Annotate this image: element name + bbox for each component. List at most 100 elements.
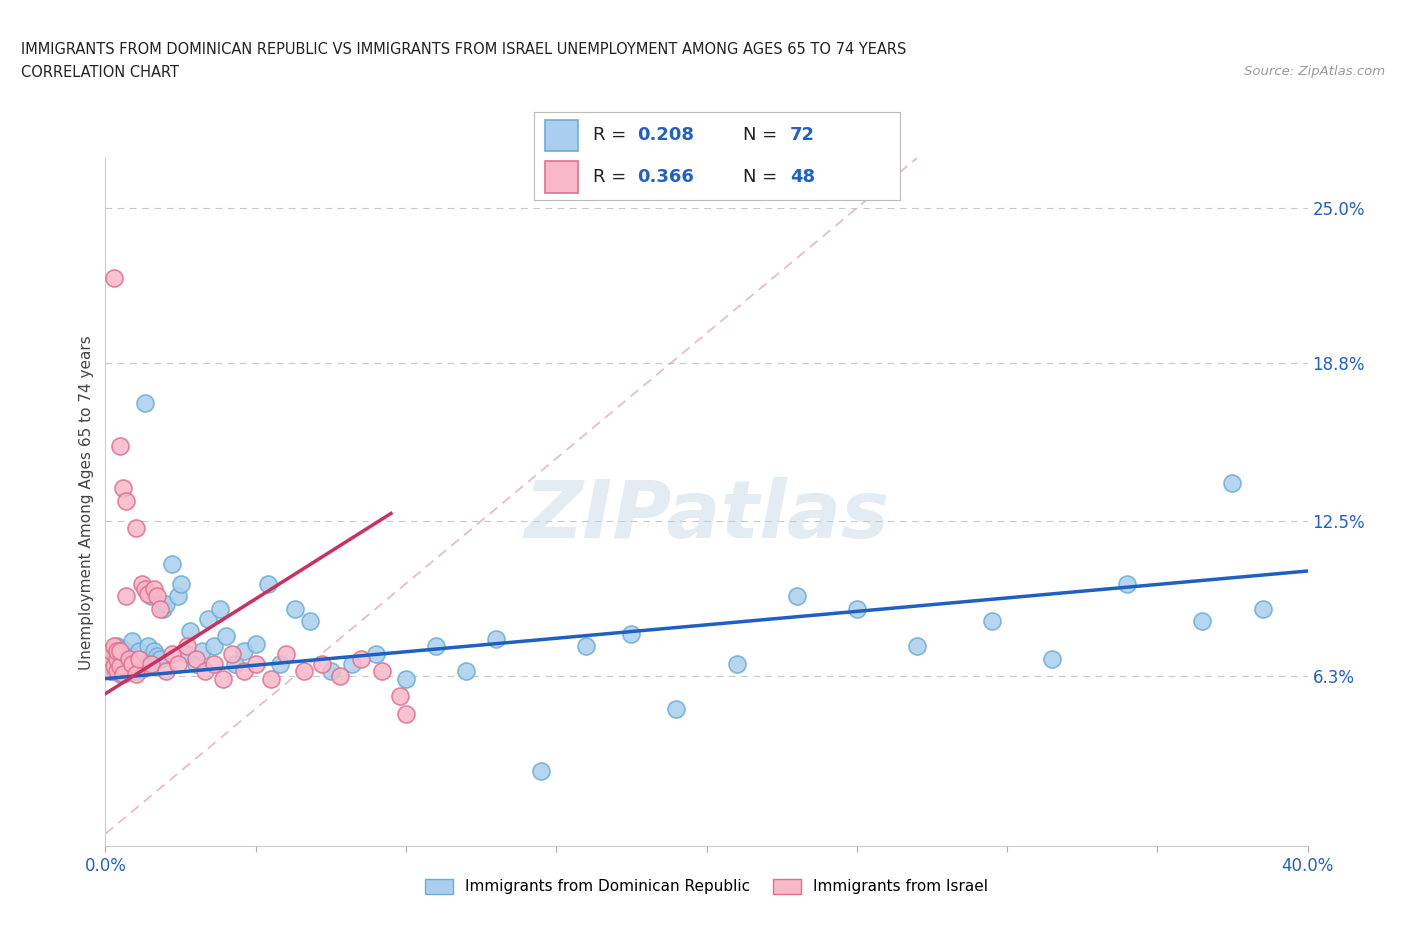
Point <box>1116 576 1139 591</box>
Point <box>190 644 212 658</box>
Point <box>292 664 315 679</box>
Point <box>454 664 477 679</box>
Point <box>179 624 201 639</box>
Point <box>1222 476 1244 491</box>
Point <box>340 657 363 671</box>
Point <box>107 644 129 658</box>
Point <box>134 581 156 596</box>
Point <box>107 658 129 673</box>
Point <box>160 556 183 571</box>
Point <box>665 701 688 716</box>
Point <box>425 639 447 654</box>
Point <box>103 651 125 666</box>
Point <box>148 601 170 616</box>
Point <box>115 644 138 658</box>
Bar <box>546 161 578 193</box>
Point <box>155 664 177 679</box>
Point <box>131 661 153 676</box>
Point <box>139 657 162 671</box>
Point <box>112 481 135 496</box>
Point <box>142 581 165 596</box>
Point <box>107 654 129 669</box>
Point <box>118 648 141 663</box>
Text: R =: R = <box>593 168 631 186</box>
Point <box>128 644 150 658</box>
Text: IMMIGRANTS FROM DOMINICAN REPUBLIC VS IMMIGRANTS FROM ISRAEL UNEMPLOYMENT AMONG : IMMIGRANTS FROM DOMINICAN REPUBLIC VS IM… <box>21 42 907 57</box>
Y-axis label: Unemployment Among Ages 65 to 74 years: Unemployment Among Ages 65 to 74 years <box>79 335 94 670</box>
Point <box>388 689 411 704</box>
Point <box>124 666 146 681</box>
Point <box>97 657 120 671</box>
Point <box>142 644 165 658</box>
Point <box>232 664 254 679</box>
Point <box>725 657 748 671</box>
Point <box>197 611 219 626</box>
Point <box>103 271 125 286</box>
Point <box>115 589 138 604</box>
Point <box>131 576 153 591</box>
Point <box>97 657 120 671</box>
Text: R =: R = <box>593 126 631 144</box>
Point <box>905 639 928 654</box>
Point <box>245 657 267 671</box>
Point <box>103 639 125 654</box>
Point <box>155 596 177 611</box>
Point <box>981 614 1004 629</box>
Point <box>176 646 198 661</box>
Point <box>485 631 508 646</box>
Point <box>121 633 143 648</box>
Point <box>115 651 138 666</box>
Point <box>214 629 236 644</box>
Point <box>256 576 278 591</box>
Point <box>184 651 207 666</box>
Point <box>184 657 207 671</box>
Point <box>124 521 146 536</box>
Point <box>269 657 291 671</box>
Point <box>208 601 231 616</box>
Point <box>620 626 643 641</box>
Point <box>845 601 868 616</box>
Point <box>160 646 183 661</box>
Point <box>169 576 191 591</box>
Point <box>136 586 159 601</box>
Point <box>103 644 125 658</box>
Point <box>118 664 141 679</box>
Point <box>139 654 162 669</box>
Text: ZIPatlas: ZIPatlas <box>524 477 889 555</box>
Text: N =: N = <box>742 126 783 144</box>
Point <box>136 639 159 654</box>
Point <box>395 706 418 721</box>
Point <box>139 589 162 604</box>
Point <box>103 658 125 673</box>
Point <box>145 589 167 604</box>
Point <box>103 661 125 676</box>
Point <box>128 651 150 666</box>
Point <box>350 651 373 666</box>
Point <box>1040 651 1063 666</box>
Point <box>148 651 170 666</box>
Point <box>530 764 553 778</box>
Point <box>232 644 254 658</box>
Point <box>100 644 122 658</box>
Point <box>260 671 283 686</box>
Point <box>319 664 342 679</box>
Point <box>134 396 156 411</box>
Point <box>166 657 188 671</box>
Point <box>145 648 167 663</box>
Point <box>274 646 297 661</box>
Point <box>107 639 129 654</box>
Point <box>107 664 129 679</box>
Point <box>152 601 174 616</box>
Point <box>298 614 321 629</box>
Point <box>284 601 307 616</box>
Point <box>110 646 132 661</box>
Point <box>112 666 135 681</box>
Point <box>107 651 129 666</box>
Point <box>112 661 135 676</box>
Point <box>166 589 188 604</box>
Text: 48: 48 <box>790 168 815 186</box>
Point <box>202 639 225 654</box>
Point <box>211 671 233 686</box>
Point <box>110 666 132 681</box>
Text: 0.366: 0.366 <box>637 168 693 186</box>
